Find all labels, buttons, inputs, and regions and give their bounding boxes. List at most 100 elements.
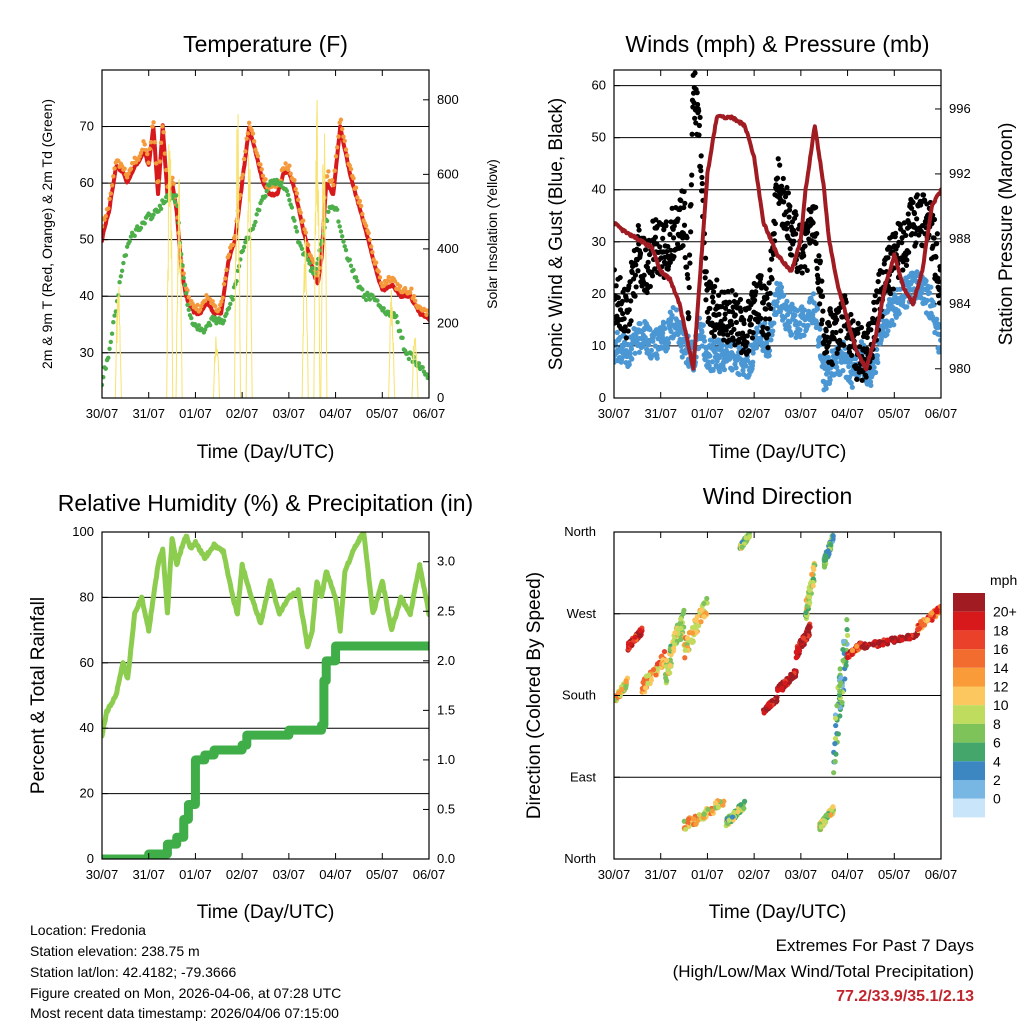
data-point: [224, 311, 229, 316]
data-point: [667, 259, 673, 265]
data-point: [913, 240, 919, 246]
data-point: [338, 117, 344, 122]
direction-point: [701, 600, 707, 607]
y-tick-label: North: [564, 851, 596, 866]
data-point: [174, 193, 179, 198]
data-point: [654, 355, 660, 361]
data-point: [345, 153, 350, 158]
plot-frame: [101, 531, 430, 860]
data-point: [871, 364, 877, 371]
y-tick-label: 10: [592, 338, 606, 353]
data-point: [931, 302, 937, 308]
data-point: [111, 320, 116, 325]
data-point: [641, 272, 647, 278]
x-tick-label: 05/07: [878, 867, 911, 882]
data-point: [240, 172, 246, 178]
x-tick-label: 06/07: [925, 406, 958, 421]
data-point: [111, 174, 116, 179]
data-point: [859, 377, 865, 383]
direction-point: [832, 735, 839, 742]
data-point: [367, 297, 373, 302]
y-tick-label: 40: [80, 720, 94, 735]
solar-insolation-peak: [114, 286, 122, 398]
data-point: [236, 196, 242, 201]
direction-point: [709, 808, 715, 814]
data-point: [771, 320, 777, 326]
data-point: [738, 308, 744, 314]
x-tick-label: 02/07: [738, 406, 771, 421]
data-point: [665, 243, 671, 250]
data-point: [351, 267, 356, 273]
data-point: [106, 355, 111, 361]
data-point: [837, 305, 843, 311]
data-point: [789, 252, 795, 258]
data-point: [874, 353, 881, 359]
data-point: [424, 312, 429, 317]
x-tick-label: 30/07: [86, 406, 119, 421]
data-point: [752, 297, 758, 303]
direction-point: [685, 816, 692, 822]
y-tick-label: 20: [80, 786, 94, 801]
data-point: [669, 312, 675, 319]
data-point: [650, 338, 656, 344]
direction-point: [840, 638, 847, 644]
data-point: [416, 361, 422, 366]
y-tick-label: 30: [80, 345, 94, 360]
data-point: [793, 231, 799, 237]
direction-point: [845, 654, 851, 661]
data-point: [102, 217, 107, 222]
data-point: [923, 278, 929, 284]
data-point: [716, 311, 722, 317]
direction-point: [678, 636, 684, 642]
data-point: [720, 342, 726, 348]
data-point: [699, 180, 705, 187]
data-point: [771, 231, 777, 237]
data-point: [697, 164, 704, 170]
direction-point: [743, 535, 749, 541]
data-point: [238, 192, 243, 198]
y-tick-label-right: 992: [949, 166, 971, 181]
x-tick-label: 04/07: [831, 406, 864, 421]
data-point: [636, 227, 642, 233]
data-point: [923, 219, 929, 226]
direction-point: [632, 634, 638, 640]
data-point: [348, 263, 354, 268]
info-location: Location: Fredonia: [30, 922, 146, 938]
data-point: [814, 230, 820, 237]
y-tick-label: 100: [72, 524, 94, 539]
data-point: [692, 70, 698, 76]
data-point: [241, 156, 247, 162]
data-point: [376, 269, 381, 274]
data-point: [226, 305, 232, 311]
data-point: [769, 256, 775, 262]
data-point: [833, 360, 839, 366]
colorbar-label: 14: [993, 660, 1009, 676]
data-point: [162, 199, 168, 205]
colorbar-label: 20+: [993, 604, 1017, 620]
data-point: [145, 151, 150, 157]
data-point: [863, 374, 869, 380]
data-point: [710, 367, 716, 373]
direction-point: [654, 661, 661, 667]
direction-point: [844, 632, 851, 639]
direction-point: [682, 647, 688, 653]
data-point: [850, 318, 856, 324]
data-point: [158, 206, 164, 212]
data-point: [678, 197, 684, 204]
data-point: [647, 326, 653, 333]
data-point: [626, 362, 632, 368]
data-point: [805, 229, 811, 235]
data-point: [117, 280, 122, 285]
data-point: [285, 192, 291, 198]
data-point: [936, 286, 941, 293]
data-point: [109, 331, 115, 336]
data-point: [694, 101, 701, 108]
data-point: [645, 342, 652, 348]
data-point: [684, 264, 690, 270]
direction-point: [734, 809, 741, 815]
data-point: [664, 345, 671, 351]
y-tick-label: West: [567, 606, 597, 621]
data-point: [797, 320, 803, 326]
data-point: [342, 244, 347, 249]
data-point: [858, 324, 865, 331]
